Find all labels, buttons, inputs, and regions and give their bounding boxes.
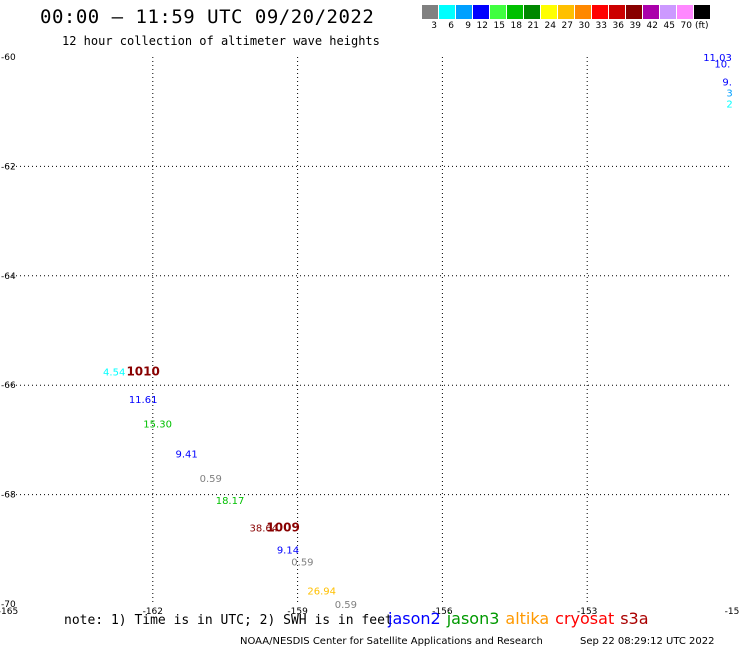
color-scale-tick: 27: [561, 21, 573, 31]
color-swatch: [609, 5, 626, 19]
chart-subtitle: 12 hour collection of altimeter wave hei…: [62, 34, 380, 48]
color-scale-tick: 12: [476, 21, 488, 31]
y-tick-label: -68: [1, 491, 16, 501]
x-tick-label: -156: [432, 607, 453, 617]
wave-height-label: 10.: [714, 60, 730, 71]
x-tick-label: -15: [725, 607, 740, 617]
x-tick-label: -162: [143, 607, 163, 617]
pressure-label: 1009: [266, 520, 299, 534]
color-scale-ticks: 3 6 9 12 15 18 21 24 27 30 33 36 39 42 45 70 (ft): [422, 21, 711, 31]
wave-height-label: 15.30: [143, 419, 172, 430]
y-tick-label: -64: [1, 272, 16, 282]
color-swatch: [694, 5, 711, 19]
wave-height-label: 11.61: [129, 395, 158, 406]
color-scale-tick: 70: [680, 21, 692, 31]
pressure-label: 1010: [126, 365, 159, 379]
wave-height-label: 9.14: [277, 545, 299, 556]
color-swatch: [473, 5, 490, 19]
color-scale-tick: 15: [493, 21, 505, 31]
x-tick-label: -159: [287, 607, 308, 617]
color-swatch: [456, 5, 473, 19]
legend-item-jason2: jason2: [388, 609, 441, 628]
color-swatch: [490, 5, 507, 19]
wave-height-label: 9.: [722, 78, 732, 89]
satellite-legend: jason2 jason3 altika cryosat s3a: [388, 609, 655, 628]
color-scale-tick: 45: [663, 21, 675, 31]
color-scale-unit: (ft): [695, 21, 709, 31]
color-scale-tick: 24: [544, 21, 556, 31]
wave-height-label: 26.94: [307, 586, 336, 597]
color-scale-tick: 39: [629, 21, 641, 31]
wave-height-label: 0.59: [335, 600, 357, 611]
color-swatch: [507, 5, 524, 19]
color-swatch: [558, 5, 575, 19]
color-swatch: [439, 5, 456, 19]
color-scale-tick: 21: [527, 21, 539, 31]
y-tick-label: -62: [1, 162, 16, 172]
color-scale-tick: 36: [612, 21, 624, 31]
wave-height-label: 9.41: [175, 450, 197, 461]
color-scale-tick: 9: [465, 21, 471, 31]
wave-height-label: 4.54: [103, 368, 125, 379]
legend-item-s3a: s3a: [620, 609, 649, 628]
color-scale-tick: 30: [578, 21, 590, 31]
color-swatch: [677, 5, 694, 19]
color-swatch: [592, 5, 609, 19]
wave-height-label: 18.17: [216, 496, 245, 507]
color-swatch: [575, 5, 592, 19]
color-swatch: [541, 5, 558, 19]
color-scale: 3 6 9 12 15 18 21 24 27 30 33 36 39 42 45 70 (ft): [422, 5, 711, 31]
wave-height-label: 2: [726, 99, 732, 110]
wave-height-label: 3: [726, 89, 732, 100]
y-tick-label: -60: [1, 53, 16, 63]
footer-note: note: 1) Time is in UTC; 2) SWH is in fe…: [64, 613, 393, 628]
color-scale-tick: 3: [431, 21, 437, 31]
x-tick-label: -153: [577, 607, 597, 617]
x-tick-label: -165: [0, 607, 18, 617]
wave-height-label: 0.59: [291, 557, 313, 568]
legend-item-altika: altika: [505, 609, 550, 628]
color-swatch: [422, 5, 439, 19]
color-swatch: [660, 5, 677, 19]
color-scale-tick: 42: [646, 21, 658, 31]
color-swatch: [524, 5, 541, 19]
color-scale-tick: 6: [448, 21, 454, 31]
color-swatch: [643, 5, 660, 19]
color-scale-tick: 33: [595, 21, 607, 31]
wave-height-label: 38.64: [249, 523, 278, 534]
wave-height-label: 11.03: [703, 53, 732, 64]
color-scale-tick: 18: [510, 21, 522, 31]
legend-item-jason3: jason3: [446, 609, 500, 628]
color-swatch: [626, 5, 643, 19]
y-tick-label: -70: [1, 600, 16, 610]
y-tick-label: -66: [1, 381, 16, 391]
legend-item-cryosat: cryosat: [555, 609, 615, 628]
wave-height-label: 0.59: [200, 474, 222, 485]
color-scale-swatches: [422, 5, 711, 19]
credit-text: NOAA/NESDIS Center for Satellite Applica…: [240, 636, 543, 647]
chart-title: 00:00 – 11:59 UTC 09/20/2022: [40, 6, 375, 28]
credit-timestamp: Sep 22 08:29:12 UTC 2022: [580, 636, 715, 647]
